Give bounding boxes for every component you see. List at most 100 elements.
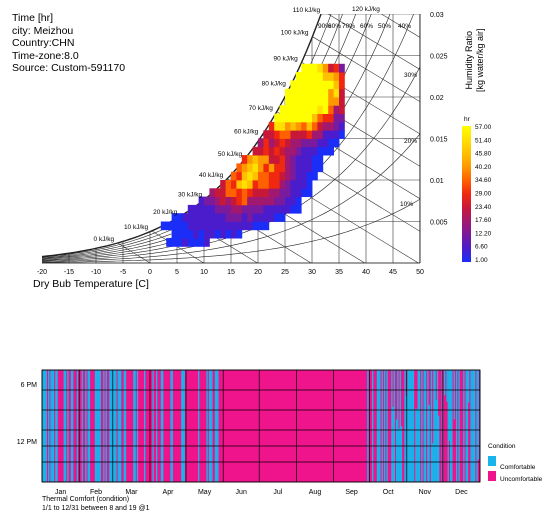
- comfort-day-bar: [123, 370, 125, 482]
- comfort-day-bar: [405, 395, 407, 482]
- heatmap-cell: [258, 221, 264, 231]
- comfort-day-bar: [406, 370, 409, 482]
- heatmap-cell: [252, 180, 259, 189]
- comfort-month-label: Nov: [419, 489, 432, 496]
- x-tick-label: 5: [175, 269, 179, 276]
- heatmap-cell: [301, 105, 307, 114]
- heatmap-cell: [263, 171, 270, 181]
- heatmap-cell: [220, 188, 226, 197]
- legend-value: 1.00: [475, 257, 488, 264]
- heatmap-cell: [177, 238, 183, 247]
- comfort-day-bar: [210, 370, 212, 482]
- heatmap-cell: [328, 80, 334, 90]
- heatmap-cell: [258, 213, 264, 222]
- heatmap-cell: [209, 188, 216, 197]
- comfort-frame: [41, 369, 481, 483]
- heatmap-cell: [166, 238, 172, 247]
- heatmap-cell: [252, 196, 259, 206]
- comfort-day-bar: [103, 370, 105, 482]
- heatmap-cell: [301, 163, 307, 173]
- heatmap-cell: [306, 155, 313, 164]
- heatmap-cell: [301, 88, 307, 98]
- heatmap-cell: [306, 105, 313, 114]
- x-axis-label: Dry Bub Temperature [C]: [33, 278, 149, 290]
- heatmap-cell: [290, 130, 297, 139]
- heatmap-cell: [182, 213, 189, 222]
- heatmap-cell: [322, 97, 329, 106]
- heatmap-cell: [285, 105, 291, 114]
- y-axis-label-line1: Humidity Ratio: [464, 30, 474, 90]
- heatmap-cell: [274, 130, 280, 139]
- heatmap-cell: [236, 180, 243, 189]
- heatmap-cell: [339, 105, 345, 114]
- comfort-day-bar: [465, 370, 467, 482]
- heatmap-cell: [328, 146, 334, 156]
- heatmap-cell: [166, 221, 172, 231]
- comfort-day-bar: [63, 370, 65, 482]
- heatmap-cell: [339, 97, 345, 106]
- chart-title: Time [hr]: [12, 12, 54, 24]
- comfort-day-bar: [42, 370, 44, 482]
- x-tick-label: 10: [200, 269, 208, 276]
- heatmap-cell: [187, 238, 194, 247]
- heatmap-cell: [290, 146, 297, 156]
- comfort-day-bar: [55, 370, 57, 482]
- heatmap-cell: [339, 121, 345, 131]
- heatmap-cell: [263, 130, 270, 139]
- heatmap-cell: [263, 146, 270, 156]
- heatmap-cell: [285, 88, 291, 98]
- heatmap-cell: [295, 163, 302, 173]
- heatmap-cell: [312, 97, 318, 106]
- comfort-day-bar: [404, 370, 406, 482]
- comfort-day-bar: [384, 370, 386, 482]
- rh-label: 40%: [398, 23, 411, 30]
- heatmap-cell: [241, 155, 248, 164]
- heatmap-cell: [290, 204, 297, 214]
- y-axis-label: Humidity Ratio [kg water/kg air]: [464, 28, 486, 92]
- comfort-day-bar: [408, 370, 410, 482]
- heatmap-cell: [204, 229, 210, 239]
- heatmap-cell: [220, 221, 226, 231]
- heatmap-cell: [339, 80, 345, 90]
- comfort-day-bar: [421, 370, 423, 482]
- comfort-month-label: Jan: [55, 489, 66, 496]
- heatmap-cell: [295, 196, 302, 206]
- heatmap-cell: [333, 105, 340, 114]
- comfort-month-label: Aug: [309, 489, 322, 496]
- comfort-day-bar: [435, 399, 437, 482]
- heatmap-cell: [198, 204, 205, 214]
- comfort-day-bar: [76, 370, 79, 482]
- heatmap-cell: [279, 180, 286, 189]
- legend-value: 23.40: [475, 204, 492, 211]
- heatmap-cell: [247, 221, 253, 231]
- comfort-y-tick: 12 PM: [17, 439, 37, 446]
- heatmap-cell: [225, 213, 232, 222]
- comfort-day-bar: [72, 370, 74, 482]
- comfort-day-bar: [427, 370, 429, 482]
- comfort-day-bar: [206, 370, 208, 482]
- comfort-day-bar: [182, 370, 184, 482]
- heatmap-cell: [247, 180, 253, 189]
- heatmap-cell: [263, 204, 270, 214]
- heatmap-cell: [252, 213, 259, 222]
- comfort-day-bar: [471, 370, 473, 482]
- legend-value: 45.80: [475, 151, 492, 158]
- rh-label: 50%: [378, 23, 391, 30]
- heatmap-cell: [182, 221, 189, 231]
- heatmap-cell: [285, 130, 291, 139]
- enthalpy-label: 110 kJ/kg: [293, 7, 321, 14]
- comfort-day-bar: [133, 370, 135, 482]
- heatmap-cell: [231, 196, 237, 206]
- heatmap-cell: [306, 163, 313, 173]
- heatmap-cell: [268, 171, 275, 181]
- heatmap-cell: [171, 221, 178, 231]
- comfort-y-tick: 6 PM: [21, 382, 38, 389]
- heatmap-cell: [258, 155, 264, 164]
- heatmap-cell: [258, 146, 264, 156]
- enthalpy-label: 60 kJ/kg: [234, 128, 259, 135]
- comfort-day-bar: [367, 370, 369, 482]
- heatmap-cell: [204, 204, 210, 214]
- heatmap-cell: [263, 138, 270, 148]
- comfort-day-bar: [44, 370, 46, 482]
- heatmap-cell: [328, 63, 334, 73]
